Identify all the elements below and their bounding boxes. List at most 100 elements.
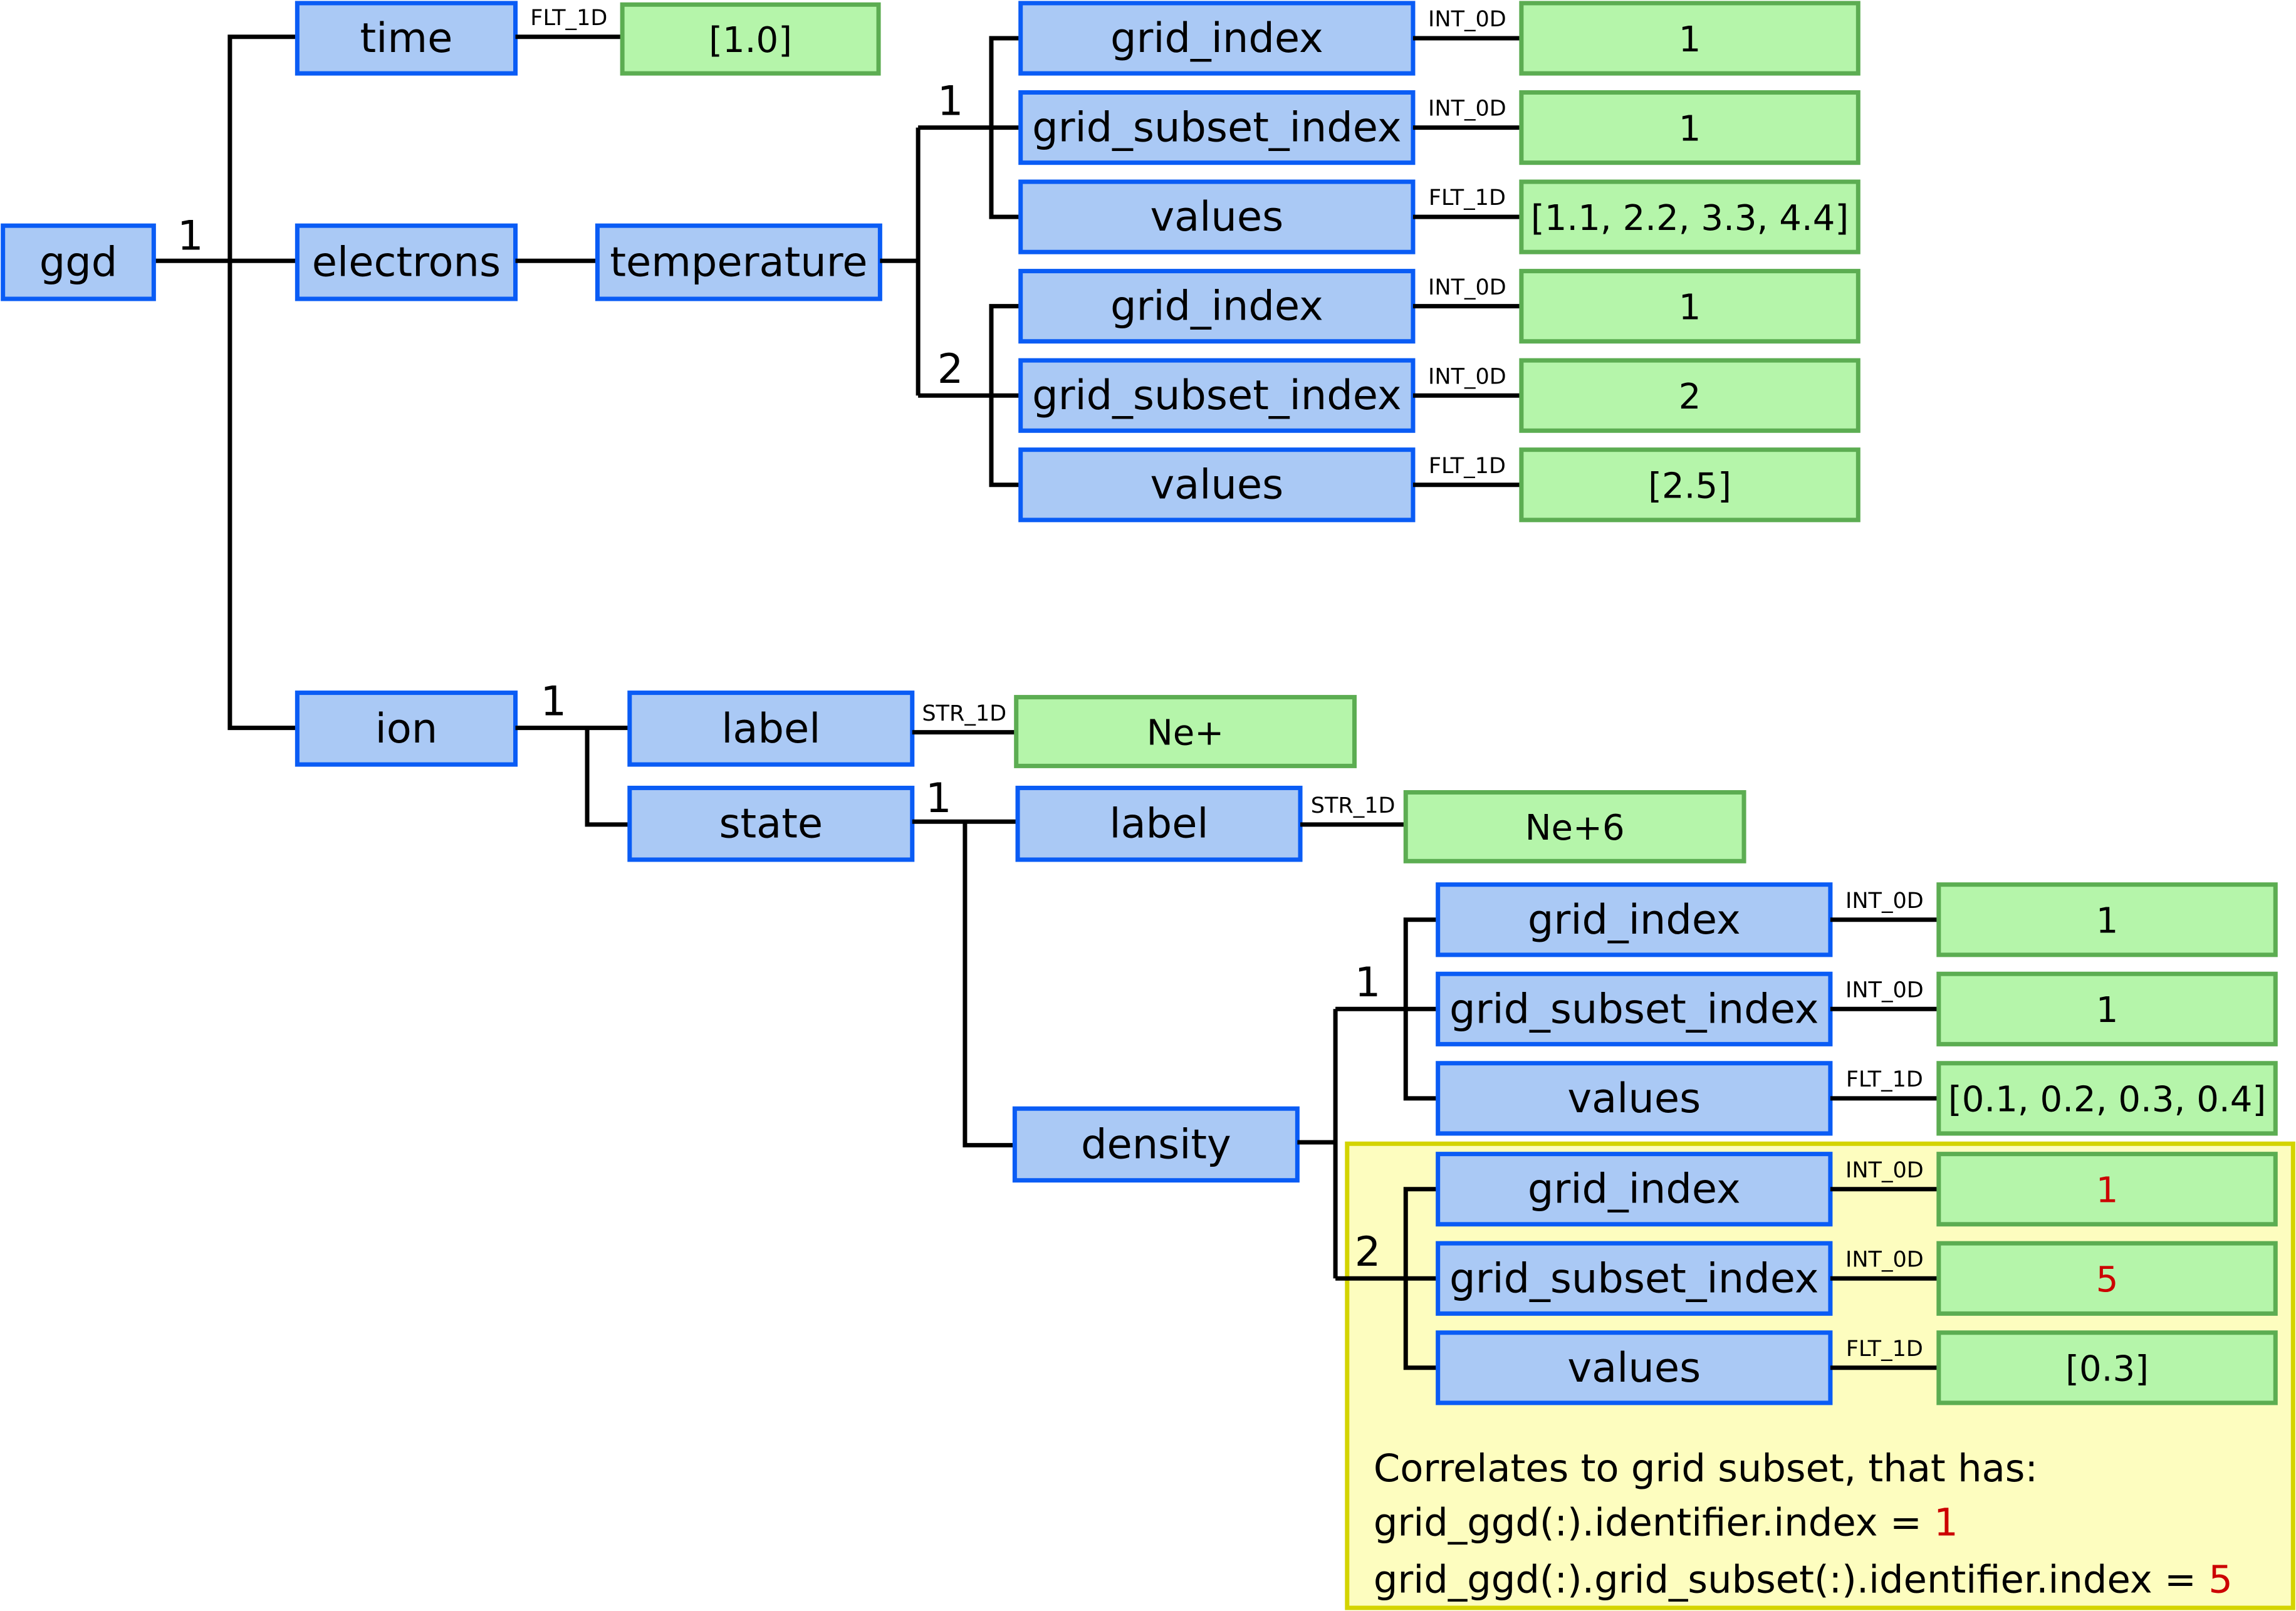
node-density-box: [1012, 1106, 1300, 1183]
node-state-box: [627, 785, 915, 862]
node-density-label: density: [1081, 1120, 1231, 1168]
leaf-temperature-2-values-value: [2.5]: [1648, 466, 1731, 507]
node-ion-label: label: [627, 691, 915, 767]
node-temperature-1-grid-subset-index-box: [1018, 90, 1416, 165]
leaf-ion-label-box: [1014, 695, 1357, 768]
node-state-label-box: [1015, 785, 1303, 862]
node-temperature-2-grid-index-label: grid_index: [1110, 283, 1323, 330]
node-temperature-1-grid-subset-index-label: grid_subset_index: [1032, 104, 1401, 152]
node-state-label-label: label: [1109, 800, 1208, 848]
leaf-density-1-values-box: [1936, 1061, 2278, 1136]
leaf-density-2-values-box: [1936, 1330, 2278, 1405]
density-index-1: 1: [1355, 959, 1381, 1006]
node-ggd-label: ggd: [39, 239, 118, 286]
leaf-temperature-1-grid-index-box: [1519, 1, 1860, 76]
node-temperature-2-grid-subset-index-label: grid_subset_index: [1032, 372, 1401, 419]
node-density-1-grid-index: grid_index: [1436, 882, 1833, 957]
node-density-1-grid-subset-index: grid_subset_index: [1436, 971, 1833, 1046]
leaf-temperature-2-grid-index-value: 1: [1679, 288, 1701, 328]
temperature-2-values-type: FLT_1D: [1429, 453, 1506, 479]
temperature-2-grid-subset-index-type: INT_0D: [1428, 363, 1506, 389]
temperature-index-1: 1: [937, 78, 964, 125]
time-type: FLT_1D: [530, 5, 607, 31]
node-ion-box: [295, 691, 518, 767]
node-ggd: ggd: [1, 223, 156, 301]
node-temperature-1-grid-index-box: [1018, 1, 1416, 76]
node-electrons-label: electrons: [312, 239, 501, 286]
node-ion-label: ion: [375, 705, 438, 753]
multiplicity-ggd: 1: [177, 212, 204, 260]
node-temperature-2-grid-index: grid_index: [1018, 269, 1416, 344]
state-label-type: STR_1D: [1311, 793, 1396, 818]
note-line-3-text: grid_ggd(:).grid_subset(:).identifier.in…: [1374, 1558, 2208, 1602]
leaf-temperature-2-values-box: [1519, 447, 1860, 523]
leaf-density-1-grid-index-value: 1: [2096, 901, 2119, 942]
node-electrons: electrons: [295, 223, 518, 301]
temperature-1-grid-subset-index-type: INT_0D: [1428, 96, 1506, 122]
temperature-1-values-type: FLT_1D: [1429, 185, 1506, 211]
node-density-2-grid-subset-index: grid_subset_index: [1436, 1241, 1833, 1316]
node-ion: ion: [295, 691, 518, 767]
leaf-temperature-1-grid-subset-index-box: [1519, 90, 1860, 165]
node-temperature-1-grid-index: grid_index: [1018, 1, 1416, 76]
leaf-density-2-grid-subset-index-box: [1936, 1241, 2278, 1316]
node-time: time: [295, 1, 518, 76]
leaf-density-2-grid-index-value: 1: [2096, 1170, 2119, 1211]
node-temperature: temperature: [595, 223, 882, 301]
node-temperature-2-values-box: [1018, 447, 1416, 523]
leaf-density-1-grid-subset-index-box: [1936, 971, 2278, 1046]
leaf-temperature-1-values-value: [1.1, 2.2, 3.3, 4.4]: [1531, 198, 1849, 239]
leaf-ion-label-value: Ne+: [1147, 712, 1224, 753]
leaf-density-2-grid-index-box: [1936, 1152, 2278, 1227]
leaf-density-2-grid-subset-index-value: 5: [2096, 1259, 2119, 1300]
node-ggd-box: [1, 223, 156, 301]
density-2-values-type: FLT_1D: [1846, 1336, 1923, 1362]
node-density-1-values-label: values: [1567, 1075, 1701, 1122]
leaf-temperature-2-grid-subset-index-box: [1519, 358, 1860, 433]
node-density: density: [1012, 1106, 1300, 1183]
leaf-temperature-2-grid-index-box: [1519, 269, 1860, 344]
leaf-temperature-1-grid-subset-index-value: 1: [1679, 108, 1701, 149]
leaf-temperature-1-grid-index-value: 1: [1679, 19, 1701, 60]
density-1-values-type: FLT_1D: [1846, 1066, 1923, 1092]
leaf-state-label-box: [1403, 790, 1746, 863]
leaf-density-1-grid-index-box: [1936, 882, 2278, 957]
node-state-label: state: [719, 800, 823, 848]
density-index-2: 2: [1355, 1228, 1381, 1276]
node-time-box: [295, 1, 518, 76]
node-time-label: time: [360, 14, 453, 62]
ion-label-type: STR_1D: [922, 701, 1006, 726]
density-2-grid-subset-index-type: INT_0D: [1845, 1246, 1924, 1272]
node-density-2-values-label: values: [1567, 1344, 1701, 1392]
connector-line: [963, 821, 1015, 1148]
node-temperature-1-grid-index-label: grid_index: [1110, 14, 1323, 62]
node-density-2-grid-subset-index-box: [1436, 1241, 1833, 1316]
node-density-2-grid-index-label: grid_index: [1528, 1165, 1741, 1213]
node-density-2-grid-subset-index-label: grid_subset_index: [1449, 1254, 1819, 1302]
note-line-3: grid_ggd(:).grid_subset(:).identifier.in…: [1374, 1558, 2233, 1602]
density-1-grid-subset-index-type: INT_0D: [1845, 977, 1924, 1003]
node-temperature-box: [595, 223, 882, 301]
leaf-temperature-1-values-box: [1519, 179, 1860, 254]
leaf-density-1-values-value: [0.1, 0.2, 0.3, 0.4]: [1948, 1080, 2266, 1120]
node-density-2-grid-index-box: [1436, 1152, 1833, 1227]
temperature-1-grid-index-type: INT_0D: [1428, 6, 1506, 32]
node-density-1-values: values: [1436, 1061, 1833, 1136]
node-temperature-1-grid-subset-index: grid_subset_index: [1018, 90, 1416, 165]
multiplicity-state: 1: [926, 774, 952, 822]
node-density-2-grid-index: grid_index: [1436, 1152, 1833, 1227]
leaf-time-box: [620, 2, 881, 76]
note-line-2-text: grid_ggd(:).identifier.index =: [1374, 1501, 1934, 1545]
note-line-2-value: 1: [1934, 1501, 1958, 1545]
multiplicity-ion: 1: [540, 678, 566, 726]
leaf-time-value: [1.0]: [709, 20, 792, 61]
node-temperature-1-values-label: values: [1150, 193, 1283, 241]
node-density-2-values: values: [1436, 1330, 1833, 1405]
node-temperature-2-values: values: [1018, 447, 1416, 523]
node-temperature-label: temperature: [610, 239, 867, 286]
leaf-density-2-values-value: [0.3]: [2065, 1349, 2149, 1390]
temperature-index-2: 2: [937, 345, 964, 393]
density-2-grid-index-type: INT_0D: [1845, 1157, 1924, 1183]
node-density-1-grid-index-label: grid_index: [1528, 896, 1741, 944]
